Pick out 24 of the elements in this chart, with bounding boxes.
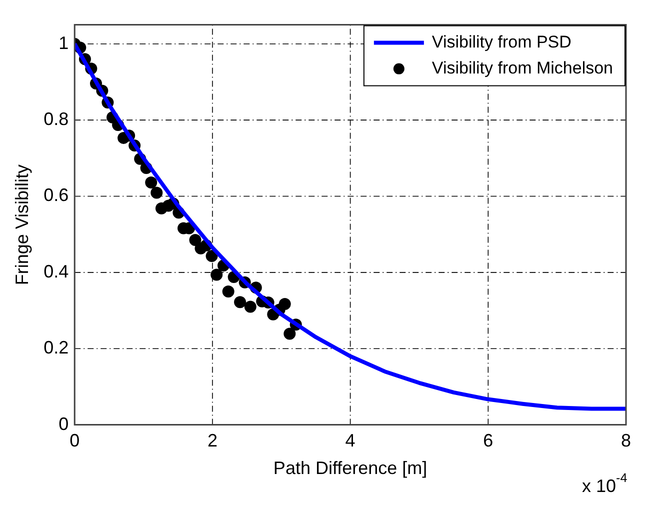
y-axis-title: Fringe Visibility (12, 164, 32, 286)
x-tick-label: 4 (345, 430, 356, 451)
point (278, 298, 291, 310)
y-tick-label: 0 (58, 414, 69, 434)
point (150, 186, 163, 199)
legend-label: Visibility from PSD (432, 32, 572, 52)
y-tick-label: 0.8 (44, 109, 69, 130)
y-tick-label: 0.4 (44, 261, 69, 282)
point (284, 328, 296, 340)
x-tick-label: 6 (483, 430, 494, 451)
point (189, 234, 202, 246)
y-tick-label: 0.6 (44, 185, 69, 206)
point (210, 268, 223, 281)
legend-label: Visibility from Michelson (432, 58, 614, 78)
y-tick-label: 0.2 (44, 338, 69, 358)
y-tick-label: 1 (58, 32, 69, 53)
point (206, 250, 218, 262)
point (222, 285, 234, 298)
point (145, 176, 158, 189)
x-tick-label: 8 (620, 430, 632, 451)
point (244, 300, 256, 313)
x-tick-label: 2 (207, 430, 218, 451)
point (234, 296, 246, 308)
x-axis-title: Path Difference [m] (273, 458, 428, 478)
